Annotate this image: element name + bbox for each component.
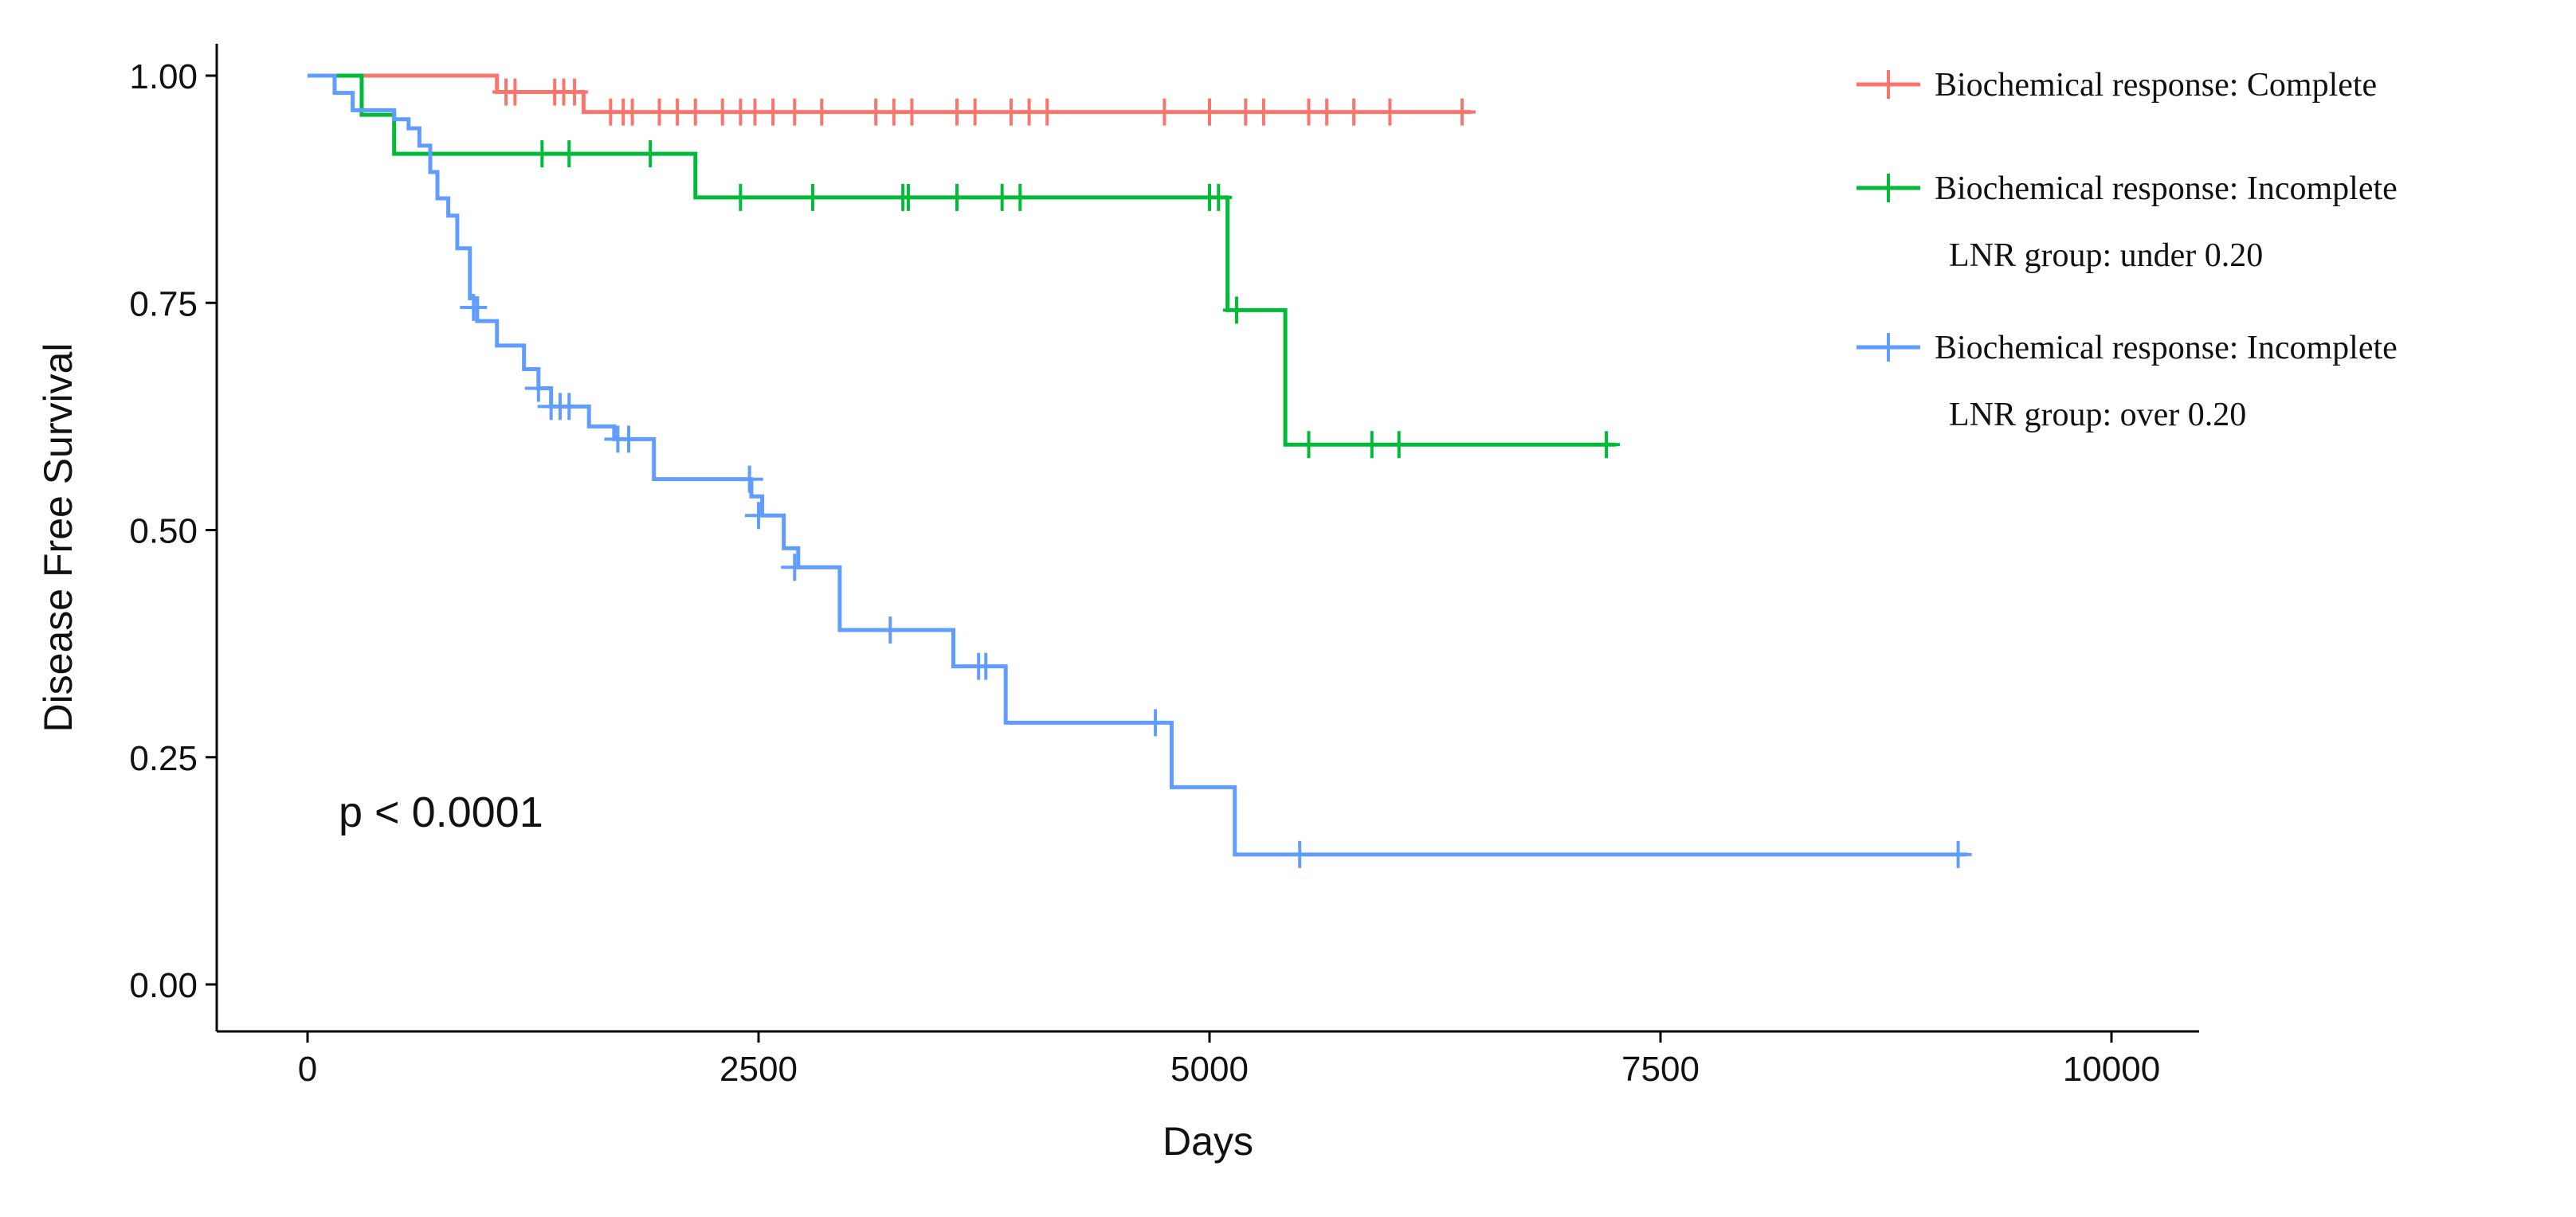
censor-mark <box>1358 431 1386 459</box>
censor-mark <box>1448 98 1476 126</box>
legend-item-2: Biochemical response: Incomplete LNR grou… <box>1857 330 2398 433</box>
survival-curve-line <box>308 73 1967 857</box>
censor-mark <box>555 140 583 168</box>
y-tick-label: 0.25 <box>129 739 198 778</box>
series-0 <box>308 73 1476 126</box>
censor-mark <box>618 98 646 126</box>
censor-mark <box>894 183 922 211</box>
x-tick-label: 7500 <box>1621 1050 1700 1089</box>
censor-mark <box>1151 98 1178 126</box>
censor-mark <box>1286 840 1314 868</box>
legend-label-line: Biochemical response: Complete <box>1935 67 2377 104</box>
x-tick-label: 5000 <box>1170 1050 1249 1089</box>
censor-mark <box>1142 709 1170 737</box>
censor-mark <box>876 616 904 644</box>
censor-mark <box>460 293 488 321</box>
censor-mark <box>745 502 772 530</box>
legend-item-0: Biochemical response: Complete <box>1857 67 2377 104</box>
censor-mark <box>781 98 809 126</box>
censor-mark <box>524 374 552 402</box>
x-tick-label: 10000 <box>2063 1050 2160 1089</box>
censor-mark <box>614 425 642 453</box>
legend-label-line: Biochemical response: Incomplete <box>1935 330 2398 366</box>
censor-mark <box>1593 431 1621 459</box>
y-tick-label: 0.75 <box>129 284 198 323</box>
censor-mark <box>1376 98 1404 126</box>
censor-mark <box>1196 98 1223 126</box>
censor-mark <box>561 78 589 106</box>
legend: Biochemical response: Complete Biochemica… <box>1857 67 2398 433</box>
censor-mark <box>798 183 826 211</box>
p-value-annotation: p < 0.0001 <box>339 789 543 836</box>
legend-label-line: Biochemical response: Incomplete <box>1935 170 2398 207</box>
legend-item-1: Biochemical response: Incomplete LNR grou… <box>1857 170 2398 274</box>
x-axis-label: Days <box>1163 1119 1253 1164</box>
x-tick-label: 0 <box>298 1050 317 1089</box>
censor-mark <box>735 465 763 493</box>
censor-mark <box>1340 98 1368 126</box>
censor-mark <box>1222 296 1250 324</box>
censor-mark <box>1249 98 1277 126</box>
censor-mark <box>808 98 836 126</box>
censor-mark <box>1385 431 1413 459</box>
censor-mark <box>961 98 989 126</box>
censor-mark <box>681 98 709 126</box>
y-tick-label: 0.50 <box>129 512 198 551</box>
censor-mark <box>727 183 755 211</box>
censor-mark <box>1313 98 1341 126</box>
y-axis-label: Disease Free Survival <box>36 342 80 732</box>
censor-mark <box>528 140 556 168</box>
y-tick-label: 1.00 <box>129 57 198 96</box>
axis-ticks: 0.00 0.25 0.50 0.75 1.00 0 2500 5000 7500 10000 <box>129 57 2160 1089</box>
legend-label-line: LNR group: under 0.20 <box>1949 237 2263 274</box>
censor-mark <box>943 183 971 211</box>
survival-curve-line <box>308 73 1472 115</box>
censor-mark <box>972 652 1000 680</box>
censor-mark <box>1006 183 1034 211</box>
survival-curve-line <box>308 73 1616 447</box>
censor-mark <box>1295 431 1323 459</box>
y-tick-label: 0.00 <box>129 966 198 1005</box>
legend-label-line: LNR group: over 0.20 <box>1949 397 2246 433</box>
censor-mark <box>637 140 665 168</box>
censor-mark <box>555 393 583 421</box>
censor-mark <box>1944 840 1972 868</box>
x-tick-label: 2500 <box>719 1050 798 1089</box>
censor-mark <box>1205 183 1233 211</box>
censor-mark <box>898 98 926 126</box>
series-1 <box>308 73 1621 459</box>
series-2 <box>308 73 1972 868</box>
survival-curves <box>308 73 1972 868</box>
censor-mark <box>501 78 529 106</box>
censor-mark <box>1033 98 1061 126</box>
censor-mark <box>781 554 809 581</box>
axes <box>215 44 2199 1033</box>
